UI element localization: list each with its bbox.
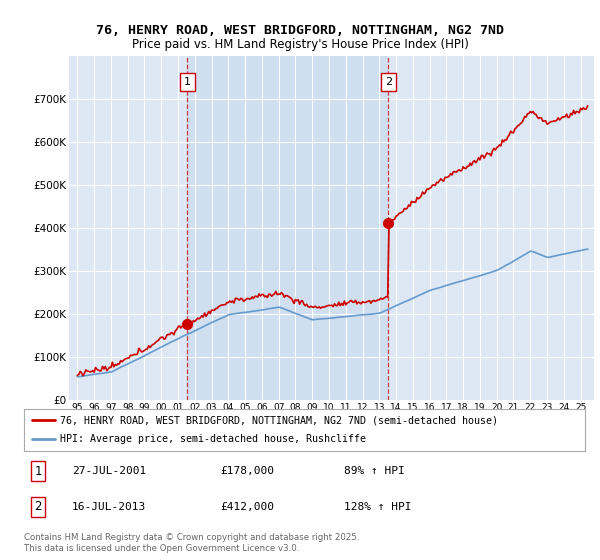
Text: 2: 2: [385, 77, 392, 87]
Text: £178,000: £178,000: [220, 466, 274, 476]
Text: £412,000: £412,000: [220, 502, 274, 512]
Text: 1: 1: [34, 465, 42, 478]
Text: 89% ↑ HPI: 89% ↑ HPI: [344, 466, 404, 476]
Bar: [187, 56, 388, 400]
Text: 27-JUL-2001: 27-JUL-2001: [71, 466, 146, 476]
Text: 1: 1: [184, 77, 191, 87]
Text: 16-JUL-2013: 16-JUL-2013: [71, 502, 146, 512]
Text: 128% ↑ HPI: 128% ↑ HPI: [344, 502, 411, 512]
Text: Contains HM Land Registry data © Crown copyright and database right 2025.
This d: Contains HM Land Registry data © Crown c…: [24, 534, 359, 553]
Text: 76, HENRY ROAD, WEST BRIDGFORD, NOTTINGHAM, NG2 7ND: 76, HENRY ROAD, WEST BRIDGFORD, NOTTINGH…: [96, 24, 504, 38]
Text: Price paid vs. HM Land Registry's House Price Index (HPI): Price paid vs. HM Land Registry's House …: [131, 38, 469, 52]
Text: HPI: Average price, semi-detached house, Rushcliffe: HPI: Average price, semi-detached house,…: [61, 435, 367, 445]
Text: 76, HENRY ROAD, WEST BRIDGFORD, NOTTINGHAM, NG2 7ND (semi-detached house): 76, HENRY ROAD, WEST BRIDGFORD, NOTTINGH…: [61, 415, 499, 425]
Text: 2: 2: [34, 500, 42, 514]
